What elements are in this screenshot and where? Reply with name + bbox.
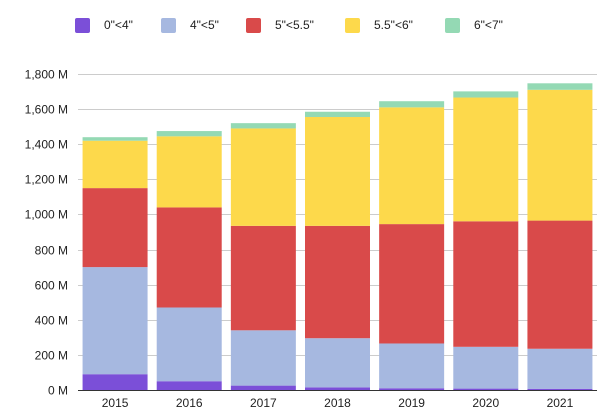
y-tick-label: 800 M: [35, 244, 68, 258]
x-tick-label: 2018: [324, 396, 351, 410]
axes: 0 M 200 M 400 M 600 M 800 M 1,000 M 1,200 M 1,4…: [25, 68, 597, 410]
legend-item-4-5[interactable]: 4"<5": [161, 17, 219, 33]
bar-segment[interactable]: [305, 225, 370, 339]
legend-label-0-4: 0"<4": [104, 18, 133, 32]
legend-label-4-5: 4"<5": [190, 18, 219, 32]
legend-swatch-5.5-6: [345, 17, 360, 33]
bar-segment[interactable]: [230, 330, 296, 386]
bar-segment[interactable]: [527, 388, 593, 390]
bar-segment[interactable]: [305, 111, 370, 118]
bar-segment[interactable]: [230, 385, 296, 390]
bar-segment[interactable]: [527, 220, 593, 349]
legend-label-6-7: 6"<7": [474, 18, 503, 32]
bar-segment[interactable]: [82, 267, 148, 375]
bar-segment[interactable]: [453, 221, 519, 347]
x-tick-label: 2017: [250, 396, 277, 410]
bar-segment[interactable]: [527, 348, 593, 389]
y-tick-label: 0 M: [48, 384, 68, 398]
bar-segment[interactable]: [82, 374, 148, 390]
legend-swatch-0-4: [75, 17, 90, 33]
bar-segment[interactable]: [82, 140, 148, 189]
x-tick-label: 2016: [176, 396, 203, 410]
legend-label-5-5.5: 5"<5.5": [275, 18, 314, 32]
legend-label-5.5-6: 5.5"<6": [374, 18, 413, 32]
bar-segment[interactable]: [305, 387, 370, 390]
bar-segment[interactable]: [156, 381, 222, 390]
bars: [82, 83, 593, 390]
bar-segment[interactable]: [379, 343, 445, 389]
bar-segment[interactable]: [82, 137, 148, 141]
bar-segment[interactable]: [453, 97, 519, 222]
bar-segment[interactable]: [527, 83, 593, 90]
bar-segment[interactable]: [156, 207, 222, 308]
y-tick-label: 1,000 M: [25, 208, 68, 222]
legend-item-5.5-6[interactable]: 5.5"<6": [345, 17, 413, 33]
legend-swatch-5-5.5: [246, 17, 261, 33]
x-tick-label: 2019: [398, 396, 425, 410]
y-tick-label: 400 M: [35, 314, 68, 328]
bar-segment[interactable]: [527, 89, 593, 221]
bar-segment[interactable]: [305, 338, 370, 388]
x-tick-label: 2015: [102, 396, 129, 410]
legend-item-6-7[interactable]: 6"<7": [445, 17, 503, 33]
bar-segment[interactable]: [379, 101, 445, 108]
bar-segment[interactable]: [156, 136, 222, 208]
legend-item-0-4[interactable]: 0"<4": [75, 17, 133, 33]
bar-segment[interactable]: [156, 307, 222, 382]
bar-segment[interactable]: [379, 224, 445, 344]
legend-item-5-5.5[interactable]: 5"<5.5": [246, 17, 314, 33]
legend-swatch-6-7: [445, 17, 460, 33]
bar-segment[interactable]: [453, 91, 519, 98]
y-tick-label: 1,200 M: [25, 173, 68, 187]
y-tick-label: 1,400 M: [25, 138, 68, 152]
x-tick-label: 2020: [472, 396, 499, 410]
y-tick-label: 1,800 M: [25, 68, 68, 82]
bar-segment[interactable]: [230, 128, 296, 226]
bar-segment[interactable]: [230, 123, 296, 129]
x-tick-label: 2021: [547, 396, 574, 410]
bar-segment[interactable]: [379, 107, 445, 225]
bar-segment[interactable]: [453, 388, 519, 390]
legend-swatch-4-5: [161, 17, 176, 33]
bar-segment[interactable]: [453, 346, 519, 389]
bar-segment[interactable]: [230, 225, 296, 331]
y-tick-label: 600 M: [35, 279, 68, 293]
bar-segment[interactable]: [379, 388, 445, 390]
bar-segment[interactable]: [156, 131, 222, 137]
y-tick-label: 1,600 M: [25, 103, 68, 117]
legend: 0"<4" 4"<5" 5"<5.5" 5.5"<6" 6"<7": [0, 0, 602, 40]
bar-segment[interactable]: [305, 117, 370, 226]
y-tick-label: 200 M: [35, 349, 68, 363]
bar-segment[interactable]: [82, 188, 148, 268]
